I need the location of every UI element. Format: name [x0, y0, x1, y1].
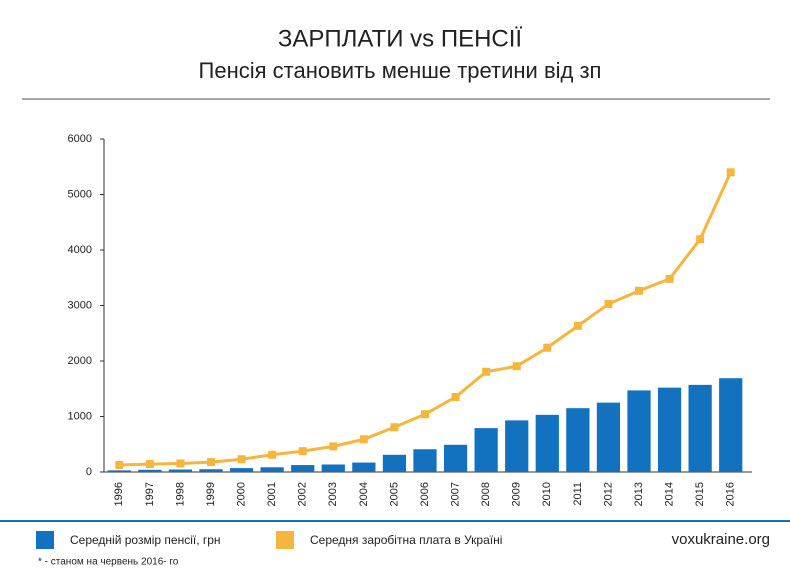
- x-tick-label: 1998: [174, 482, 186, 506]
- bar: [199, 469, 223, 472]
- bar: [657, 387, 682, 472]
- source: voxukraine.org: [672, 531, 770, 548]
- bar: [107, 470, 131, 472]
- y-tick-label: 1000: [68, 410, 92, 422]
- legend-swatch: [36, 531, 54, 549]
- x-tick-label: 1999: [205, 482, 217, 506]
- point: [696, 235, 705, 244]
- bar: [413, 449, 437, 472]
- footnote: * - станом на червень 2016- го: [38, 557, 179, 568]
- bar: [719, 378, 743, 472]
- y-tick-label: 6000: [68, 133, 92, 145]
- x-tick-label: 2010: [541, 482, 553, 506]
- x-tick-label: 2005: [388, 482, 400, 506]
- bar: [596, 402, 621, 472]
- y-tick-label: 2000: [68, 355, 92, 367]
- point: [176, 459, 185, 468]
- x-tick-label: 2013: [633, 482, 645, 506]
- bar: [443, 444, 468, 472]
- y-tick-label: 3000: [68, 299, 92, 311]
- x-tick-label: 2014: [663, 482, 675, 506]
- x-tick-label: 2011: [572, 482, 584, 506]
- point: [543, 343, 552, 352]
- bar: [505, 420, 529, 472]
- y-tick-label: 4000: [68, 244, 92, 256]
- point: [573, 321, 582, 330]
- chart-title: ЗАРПЛАТИ vs ПЕНСІЇ: [278, 25, 522, 52]
- x-tick-label: 1996: [113, 482, 125, 506]
- legend-label: Середня заробітна плата в Україні: [310, 533, 502, 547]
- point: [512, 362, 521, 371]
- bar: [260, 467, 284, 472]
- bar: [688, 384, 712, 472]
- legend-label: Середній розмір пенсії, грн: [70, 533, 221, 547]
- x-tick-label: 2006: [419, 482, 431, 506]
- bar: [566, 408, 590, 472]
- bar: [321, 464, 345, 472]
- point: [726, 168, 735, 177]
- bar: [291, 465, 315, 472]
- point: [482, 367, 491, 376]
- y-tick-label: 0: [86, 466, 92, 478]
- x-tick-label: 2004: [358, 482, 370, 506]
- x-tick-label: 2003: [327, 482, 339, 506]
- point: [329, 442, 338, 451]
- x-tick-label: 2009: [511, 482, 523, 506]
- bar: [352, 462, 376, 472]
- point: [390, 423, 399, 432]
- point: [665, 274, 674, 283]
- bar: [138, 469, 162, 472]
- x-tick-label: 2016: [725, 482, 737, 506]
- x-tick-label: 2002: [297, 482, 309, 506]
- x-tick-label: 2008: [480, 482, 492, 506]
- bar: [382, 454, 407, 472]
- point: [115, 461, 124, 470]
- point: [421, 410, 429, 419]
- x-tick-label: 2000: [235, 482, 247, 506]
- chart-subtitle: Пенсія становить менше третини від зп: [199, 58, 602, 83]
- y-tick-label: 5000: [68, 188, 92, 200]
- point: [451, 393, 460, 402]
- point: [145, 460, 154, 469]
- point: [604, 300, 613, 309]
- x-tick-label: 2007: [449, 482, 461, 506]
- legend-swatch: [276, 531, 294, 549]
- point: [359, 435, 368, 444]
- x-tick-label: 2012: [602, 482, 614, 506]
- point: [207, 458, 215, 467]
- point: [635, 286, 643, 295]
- point: [237, 455, 246, 464]
- bar: [229, 468, 254, 472]
- bar: [535, 414, 559, 472]
- bar: [474, 428, 498, 472]
- bar: [627, 390, 651, 472]
- x-tick-label: 2015: [694, 482, 706, 506]
- x-tick-label: 1997: [144, 482, 156, 506]
- point: [298, 447, 307, 456]
- point: [268, 450, 277, 459]
- bar: [168, 469, 193, 472]
- x-tick-label: 2001: [266, 482, 278, 506]
